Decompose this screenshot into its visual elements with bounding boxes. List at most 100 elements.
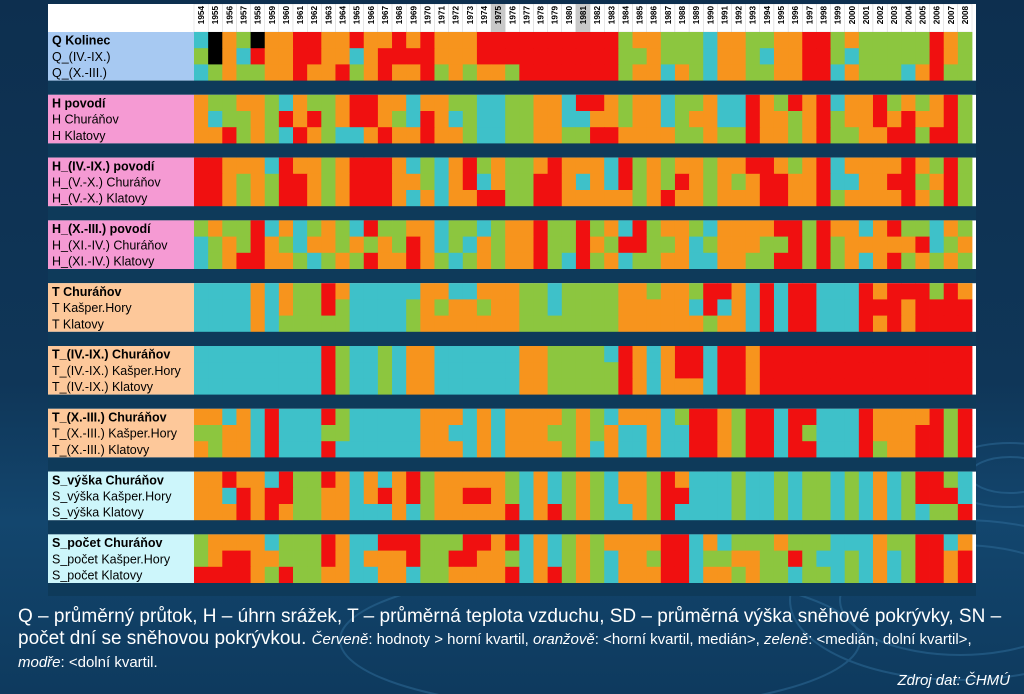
heatmap-cell [222,566,237,584]
heatmap-cell [335,236,350,254]
year-tick-label: 1982 [593,6,602,25]
heatmap-cell [731,425,747,442]
heatmap-cell [448,299,464,316]
heatmap-cell [858,378,874,395]
heatmap-cell [222,299,237,316]
year-tick-label: 2004 [904,6,913,25]
heatmap-cell [533,283,549,300]
heatmap-cell [448,190,464,207]
heatmap-cell [858,566,874,584]
year-tick-label: 2006 [933,6,942,25]
heatmap-cell [349,94,365,112]
heatmap-cell [689,550,704,568]
heatmap-cell [377,441,393,458]
heatmap-cell [491,94,506,112]
heatmap-cell [632,315,648,333]
heatmap-cell [278,441,294,458]
heatmap-cell [646,550,662,568]
heatmap-cell [660,362,676,379]
heatmap-cell [618,471,633,489]
group-label-background [48,408,194,458]
year-tick-label: 1954 [197,6,206,25]
heatmap-cell [434,111,450,128]
heatmap-cell [674,252,690,270]
heatmap-cell [264,408,280,426]
heatmap-cell [406,471,421,489]
group-label-background [48,283,194,332]
row-label: H_(X.-III.) povodí [52,222,151,236]
heatmap-cell [406,346,421,363]
heatmap-cell [646,315,662,333]
heatmap-cell [222,64,237,81]
heatmap-cell [392,64,407,81]
heatmap-cell [957,173,973,191]
heatmap-cell [420,315,435,333]
heatmap-cell [674,127,690,144]
heatmap-cell [278,534,294,551]
heatmap-cell [717,190,732,207]
heatmap-cell [858,283,874,300]
heatmap-cell [844,408,860,426]
heatmap-cell [802,487,817,505]
row-label: H povodí [52,97,106,111]
heatmap-cell [590,487,605,505]
heatmap-cell [533,471,549,489]
heatmap-cell [547,487,563,505]
heatmap-cell [448,504,464,521]
heatmap-cell [674,236,690,254]
heatmap-cell [816,408,831,426]
heatmap-cell [943,127,959,144]
heatmap-cell [915,220,930,237]
heatmap-cell [462,252,478,270]
heatmap-cell [491,127,506,144]
heatmap-cell [505,94,520,112]
heatmap-cell [632,534,648,551]
heatmap-cell [575,346,591,363]
caption: Q – průměrný průtok, H – úhrn srážek, T … [18,606,1008,674]
row-label: T_(X.-III.) Kašper.Hory [52,427,178,441]
heatmap-cell [745,111,761,128]
heatmap-cell [250,471,266,489]
heatmap-cell [887,32,902,49]
heatmap-cell [462,378,478,395]
heatmap-cell [476,504,492,521]
heatmap-cell [703,236,718,254]
heatmap-cell [349,64,365,81]
heatmap-cell [788,252,803,270]
heatmap-cell [646,471,662,489]
heatmap-cell [802,534,817,551]
heatmap-cell [264,64,280,81]
heatmap-cell [830,127,846,144]
heatmap-cell [222,425,237,442]
heatmap-cell [575,127,591,144]
row-label: T_(IV.-IX.) Klatovy [52,380,154,394]
heatmap-cell [392,94,407,112]
heatmap-cell [264,252,280,270]
heatmap-cell [420,236,435,254]
heatmap-cell [377,299,393,316]
heatmap-cell [491,48,506,65]
heatmap-cell [476,220,492,237]
heatmap-cell [335,299,350,316]
heatmap-cell [604,173,619,191]
heatmap-cell [717,64,732,81]
heatmap-cell [901,173,916,191]
heatmap-cell [462,441,478,458]
heatmap-cell [307,550,322,568]
heatmap-cell [802,32,817,49]
heatmap-cell [236,32,251,49]
heatmap-cell [632,346,648,363]
heatmap-cell [901,190,916,207]
heatmap-cell [759,48,775,65]
heatmap-cell [278,550,294,568]
row-label: Q_(X.-III.) [52,66,107,80]
heatmap-cell [278,346,294,363]
heatmap-cell [929,157,945,175]
heatmap-cell [717,487,732,505]
heatmap-cell [957,111,973,128]
heatmap-cell [194,173,209,191]
heatmap-cell [816,534,831,551]
heatmap-cell [660,471,676,489]
heatmap-cell [759,111,775,128]
heatmap-cell [208,378,223,395]
